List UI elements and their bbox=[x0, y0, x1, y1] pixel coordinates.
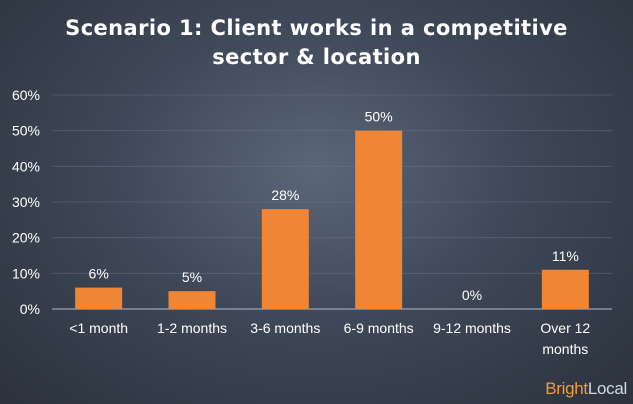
x-tick-label-line: 1-2 months bbox=[157, 320, 227, 336]
x-tick-label-line: 3-6 months bbox=[250, 320, 320, 336]
x-tick-label: 1-2 months bbox=[157, 320, 227, 336]
data-label: 5% bbox=[182, 269, 202, 285]
x-tick-label-line: months bbox=[542, 341, 588, 357]
bar bbox=[541, 269, 589, 309]
bar bbox=[75, 287, 123, 309]
data-label: 28% bbox=[271, 187, 299, 203]
logo-text-bright: Bright bbox=[545, 379, 588, 398]
x-tick-label-line: <1 month bbox=[69, 320, 128, 336]
data-label: 11% bbox=[552, 248, 579, 264]
data-label: 6% bbox=[89, 266, 109, 282]
y-tick-label: 0% bbox=[20, 301, 40, 317]
y-tick-label: 20% bbox=[12, 230, 40, 246]
y-tick-label: 10% bbox=[12, 265, 40, 281]
data-label: 50% bbox=[365, 109, 393, 125]
y-tick-label: 60% bbox=[12, 87, 40, 103]
bar bbox=[261, 209, 309, 309]
x-tick-label: 3-6 months bbox=[250, 320, 320, 336]
chart-title: Scenario 1: Client works in a competitiv… bbox=[0, 14, 633, 72]
x-tick-label: 9-12 months bbox=[433, 320, 511, 336]
logo-text-local: Local bbox=[587, 379, 627, 398]
bar bbox=[355, 130, 403, 309]
y-tick-label: 50% bbox=[12, 123, 40, 139]
x-tick-label: 6-9 months bbox=[344, 320, 414, 336]
chart-title-line-2: sector & location bbox=[212, 45, 421, 69]
x-tick-label-line: Over 12 bbox=[540, 320, 590, 336]
brightlocal-logo: BrightLocal bbox=[545, 379, 627, 399]
bar bbox=[168, 291, 216, 309]
x-tick-label: Over 12 months bbox=[540, 320, 590, 357]
y-tick-label: 30% bbox=[12, 194, 40, 210]
y-tick-label: 40% bbox=[12, 158, 40, 174]
chart-title-line-1: Scenario 1: Client works in a competitiv… bbox=[65, 16, 568, 40]
data-label: 0% bbox=[462, 287, 482, 303]
x-tick-label-line: 9-12 months bbox=[433, 320, 511, 336]
x-tick-label-line: 6-9 months bbox=[344, 320, 414, 336]
x-tick-label: <1 month bbox=[69, 320, 128, 336]
